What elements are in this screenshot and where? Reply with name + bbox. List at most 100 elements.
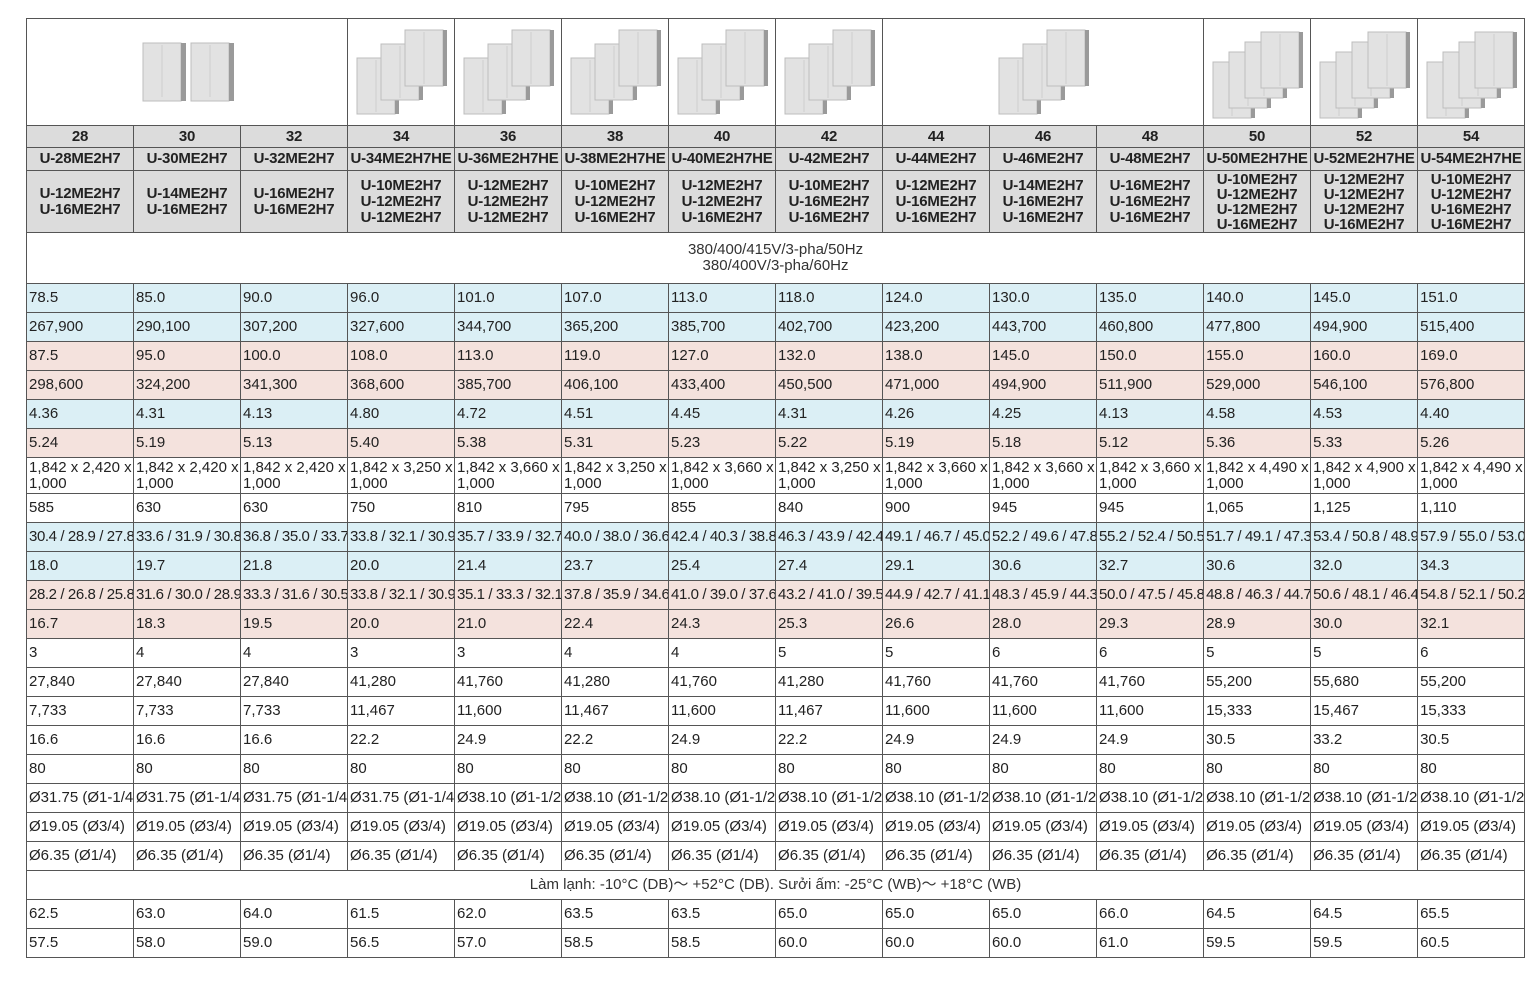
spec-value-line: 1,000 (1420, 474, 1458, 492)
spec-value: 4.13 (1096, 399, 1205, 429)
model-cell: U-50ME2H7HE (1203, 147, 1312, 171)
spec-value: 80 (775, 754, 884, 784)
combination-cell: U-12ME2H7 U-16ME2H7 (26, 170, 134, 233)
spec-value: 60.0 (989, 928, 1098, 958)
spec-value: 28.2 / 26.8 / 25.8 (26, 580, 134, 610)
spec-value: 118.0 (775, 283, 884, 313)
spec-value: 855 (668, 493, 777, 523)
outdoor-unit-icon (142, 42, 235, 102)
spec-value: 108.0 (347, 341, 456, 371)
spec-value: 5.12 (1096, 428, 1205, 458)
model-cell: U-52ME2H7HE (1310, 147, 1419, 171)
spec-value: Ø19.05 (Ø3/4) (26, 812, 134, 842)
spec-value: 80 (989, 754, 1098, 784)
spec-value: 80 (882, 754, 991, 784)
spec-value: 160.0 (1310, 341, 1419, 371)
spec-value: 100.0 (239, 341, 349, 371)
spec-value: 15,333 (1203, 696, 1312, 726)
spec-value: 1,065 (1203, 493, 1312, 523)
spec-value: 96.0 (347, 283, 456, 313)
spec-value: 33.6 / 31.9 / 30.8 (133, 522, 241, 552)
combination-unit: U-16ME2H7 (895, 192, 977, 210)
combination-cell: U-10ME2H7 U-12ME2H7 U-16ME2H7 U-16ME2H7 (1417, 170, 1526, 233)
spec-value: 33.8 / 32.1 / 30.9 (347, 522, 456, 552)
spec-value: Ø19.05 (Ø3/4) (347, 812, 456, 842)
spec-value: 113.0 (454, 341, 563, 371)
combination-cell: U-16ME2H7 U-16ME2H7 U-16ME2H7 (1096, 170, 1205, 233)
spec-value: 42.4 / 40.3 / 38.8 (668, 522, 777, 552)
spec-value: 30.5 (1417, 725, 1526, 755)
spec-value-line: 1,842 x 3,250 x (350, 458, 453, 476)
spec-value: 28.0 (989, 609, 1098, 639)
spec-value: 101.0 (454, 283, 563, 313)
combination-unit: U-16ME2H7 (39, 200, 121, 218)
model-cell: U-36ME2H7HE (454, 147, 563, 171)
combination-unit: U-16ME2H7 (1109, 208, 1191, 226)
combination-unit: U-12ME2H7 (1216, 200, 1298, 218)
outdoor-unit-icon (784, 29, 876, 115)
spec-value: 41,760 (882, 667, 991, 697)
combination-cell: U-14ME2H7 U-16ME2H7 U-16ME2H7 (989, 170, 1098, 233)
spec-value: 80 (1417, 754, 1526, 784)
spec-value: 5.22 (775, 428, 884, 458)
spec-value: Ø19.05 (Ø3/4) (668, 812, 777, 842)
spec-value: 5.23 (668, 428, 777, 458)
spec-value: Ø19.05 (Ø3/4) (1417, 812, 1526, 842)
spec-value: 5 (1203, 638, 1312, 668)
spec-value: Ø38.10 (Ø1-1/2) (882, 783, 991, 813)
spec-value: 1,842 x 3,660 x 1,000 (882, 457, 991, 494)
spec-value: 80 (347, 754, 456, 784)
spec-value: 85.0 (133, 283, 241, 313)
spec-value: 169.0 (1417, 341, 1526, 371)
spec-value: 24.9 (454, 725, 563, 755)
combination-unit: U-16ME2H7 (1109, 176, 1191, 194)
spec-row: 78.5 85.0 90.0 96.0 101.0 107.0 113.0 118.0 124.… (26, 283, 1526, 313)
capacity-cell: 28 (26, 125, 134, 148)
spec-value: 494,900 (1310, 312, 1419, 342)
spec-value: Ø6.35 (Ø1/4) (1417, 841, 1526, 871)
combination-unit: U-12ME2H7 (467, 176, 549, 194)
spec-value: 5.24 (26, 428, 134, 458)
combination-unit: U-16ME2H7 (788, 192, 870, 210)
spec-value: 298,600 (26, 370, 134, 400)
spec-value: 1,842 x 3,660 x 1,000 (1096, 457, 1205, 494)
spec-value: 21.8 (239, 551, 349, 581)
spec-value: 494,900 (989, 370, 1098, 400)
spec-value: 60.5 (1417, 928, 1526, 958)
spec-value: 27,840 (133, 667, 241, 697)
spec-value: 4.40 (1417, 399, 1526, 429)
spec-value: 80 (1203, 754, 1312, 784)
spec-value: 41,280 (347, 667, 456, 697)
spec-value: 7,733 (26, 696, 134, 726)
spec-value: Ø6.35 (Ø1/4) (26, 841, 134, 871)
spec-value: 80 (1096, 754, 1205, 784)
spec-value: 30.5 (1203, 725, 1312, 755)
capacity-cell: 44 (882, 125, 991, 148)
spec-value: 585 (26, 493, 134, 523)
spec-value: 22.2 (347, 725, 456, 755)
spec-value: 4.13 (239, 399, 349, 429)
spec-value: 51.7 / 49.1 / 47.3 (1203, 522, 1312, 552)
spec-value: 41,760 (989, 667, 1098, 697)
spec-value-line: 1,842 x 3,660 x (885, 458, 988, 476)
spec-value: 1,842 x 2,420 x 1,000 (239, 457, 349, 494)
outdoor-unit-image (1203, 18, 1312, 126)
spec-value: 471,000 (882, 370, 991, 400)
combination-unit: U-14ME2H7 (146, 184, 228, 202)
spec-value: Ø6.35 (Ø1/4) (1096, 841, 1205, 871)
combination-unit: U-12ME2H7 (39, 184, 121, 202)
spec-value: 840 (775, 493, 884, 523)
spec-value: 145.0 (1310, 283, 1419, 313)
model-cell: U-30ME2H7 (133, 147, 241, 171)
spec-row: 4.36 4.31 4.13 4.80 4.72 4.51 4.45 4.31 4.26 4.25… (26, 399, 1526, 429)
combination-cell: U-12ME2H7 U-12ME2H7 U-12ME2H7 (454, 170, 563, 233)
spec-value: 267,900 (26, 312, 134, 342)
spec-value-line: 1,842 x 2,420 x (29, 458, 132, 476)
outdoor-unit-image (561, 18, 670, 126)
spec-value: 5 (882, 638, 991, 668)
spec-value: 5.33 (1310, 428, 1419, 458)
spec-value: 15,333 (1417, 696, 1526, 726)
spec-value: 27,840 (26, 667, 134, 697)
spec-value: 95.0 (133, 341, 241, 371)
model-cell: U-44ME2H7 (882, 147, 991, 171)
